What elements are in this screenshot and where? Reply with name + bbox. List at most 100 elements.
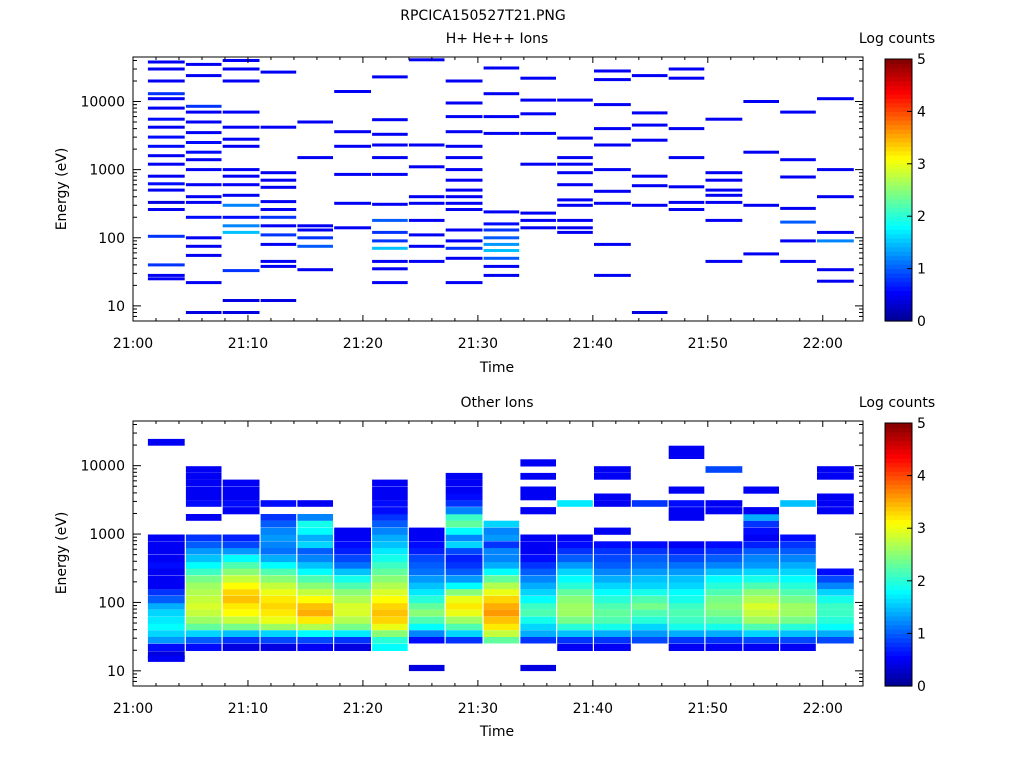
heatmap-cell xyxy=(594,500,631,507)
heatmap-cell xyxy=(185,554,222,563)
heatmap-cell xyxy=(594,630,631,637)
heatmap-cell xyxy=(445,239,483,243)
heatmap-cell xyxy=(594,493,631,501)
heatmap-cell xyxy=(185,582,222,590)
heatmap-cell xyxy=(222,125,260,129)
heatmap-cell xyxy=(147,534,185,542)
heatmap-cell xyxy=(147,174,185,178)
heatmap-cell xyxy=(297,548,333,555)
heatmap-cell xyxy=(334,582,371,590)
heatmap-cell xyxy=(483,131,520,135)
x-tick-label: 21:20 xyxy=(343,701,383,717)
colorbar-segment xyxy=(885,572,912,578)
heatmap-cell xyxy=(483,264,520,268)
heatmap-cell xyxy=(631,630,668,637)
colorbar-frame xyxy=(884,422,913,687)
heatmap-cell xyxy=(668,445,705,453)
heatmap-cell xyxy=(372,118,408,122)
heatmap-cell xyxy=(631,561,668,569)
heatmap-cell xyxy=(668,575,705,583)
heatmap-cell xyxy=(668,208,705,211)
heatmap-cell xyxy=(520,582,556,590)
heatmap-cell xyxy=(222,616,260,624)
heatmap-cell xyxy=(780,602,816,610)
heatmap-cell xyxy=(520,98,556,102)
heatmap-cell xyxy=(222,554,260,563)
heatmap-cell xyxy=(445,561,483,569)
heatmap-cell xyxy=(668,156,705,160)
heatmap-cell xyxy=(260,200,297,204)
heatmap-cell xyxy=(297,520,333,528)
heatmap-cell xyxy=(594,273,631,277)
colorbar-segment xyxy=(885,523,912,529)
heatmap-cell xyxy=(817,568,854,576)
y-tick-label: 10 xyxy=(107,664,125,680)
heatmap-cell xyxy=(557,616,593,624)
heatmap-cell xyxy=(817,630,854,637)
heatmap-cell xyxy=(445,602,483,610)
colorbar-segment xyxy=(885,229,912,235)
heatmap-cell xyxy=(594,623,631,631)
heatmap-cell xyxy=(594,201,631,205)
heatmap-cell xyxy=(185,141,222,144)
heatmap-cell xyxy=(780,548,816,555)
heatmap-cell xyxy=(594,103,631,107)
heatmap-cell xyxy=(817,575,854,583)
heatmap-cell xyxy=(372,259,408,263)
heatmap-cell xyxy=(743,486,779,494)
heatmap-cell xyxy=(631,582,668,590)
heatmap-cell xyxy=(594,527,631,535)
heatmap-cell xyxy=(445,514,483,521)
heatmap-cell xyxy=(408,195,445,199)
heatmap-cell xyxy=(594,541,631,549)
colorbar-segment xyxy=(885,286,912,292)
heatmap-cell xyxy=(185,596,222,604)
heatmap-cell xyxy=(147,277,185,281)
heatmap-cell xyxy=(483,589,520,596)
heatmap-cell xyxy=(185,183,222,187)
heatmap-cell xyxy=(520,131,556,135)
heatmap-cell xyxy=(408,616,445,624)
bottom-heatmap-cells xyxy=(147,438,854,672)
heatmap-cell xyxy=(668,127,705,131)
heatmap-cell xyxy=(147,182,185,186)
heatmap-cell xyxy=(705,548,743,555)
heatmap-cell xyxy=(185,486,222,494)
heatmap-cell xyxy=(631,111,668,115)
heatmap-cell xyxy=(334,602,371,610)
heatmap-cell xyxy=(334,609,371,617)
heatmap-cell xyxy=(668,548,705,555)
heatmap-cell xyxy=(780,596,816,604)
heatmap-cell xyxy=(372,479,408,487)
colorbar-segment xyxy=(885,668,912,674)
heatmap-cell xyxy=(743,534,779,542)
heatmap-cell xyxy=(705,200,743,204)
heatmap-cell xyxy=(817,97,854,101)
heatmap-cell xyxy=(705,561,743,569)
heatmap-cell xyxy=(780,534,816,542)
colorbar-segment xyxy=(885,93,912,99)
heatmap-cell xyxy=(445,156,483,160)
heatmap-cell xyxy=(147,541,185,549)
heatmap-cell xyxy=(334,554,371,563)
heatmap-cell xyxy=(222,548,260,555)
colorbar-segment xyxy=(885,655,912,661)
heatmap-cell xyxy=(705,596,743,604)
colorbar-segment xyxy=(885,224,912,230)
heatmap-cell xyxy=(445,554,483,563)
heatmap-cell xyxy=(147,636,185,644)
heatmap-cell xyxy=(705,259,743,263)
colorbar-segment xyxy=(885,642,912,648)
heatmap-cell xyxy=(408,602,445,610)
heatmap-cell xyxy=(520,218,556,222)
colorbar-segment xyxy=(885,624,912,630)
heatmap-cell xyxy=(147,582,185,590)
heatmap-cell xyxy=(297,630,333,637)
bottom-y-axis-label: Energy (eV) xyxy=(54,512,70,595)
colorbar-segment xyxy=(885,107,912,112)
colorbar-segment xyxy=(885,484,912,490)
heatmap-cell xyxy=(483,534,520,542)
heatmap-cell xyxy=(185,200,222,204)
heatmap-cell xyxy=(520,459,556,467)
heatmap-cell xyxy=(520,636,556,644)
